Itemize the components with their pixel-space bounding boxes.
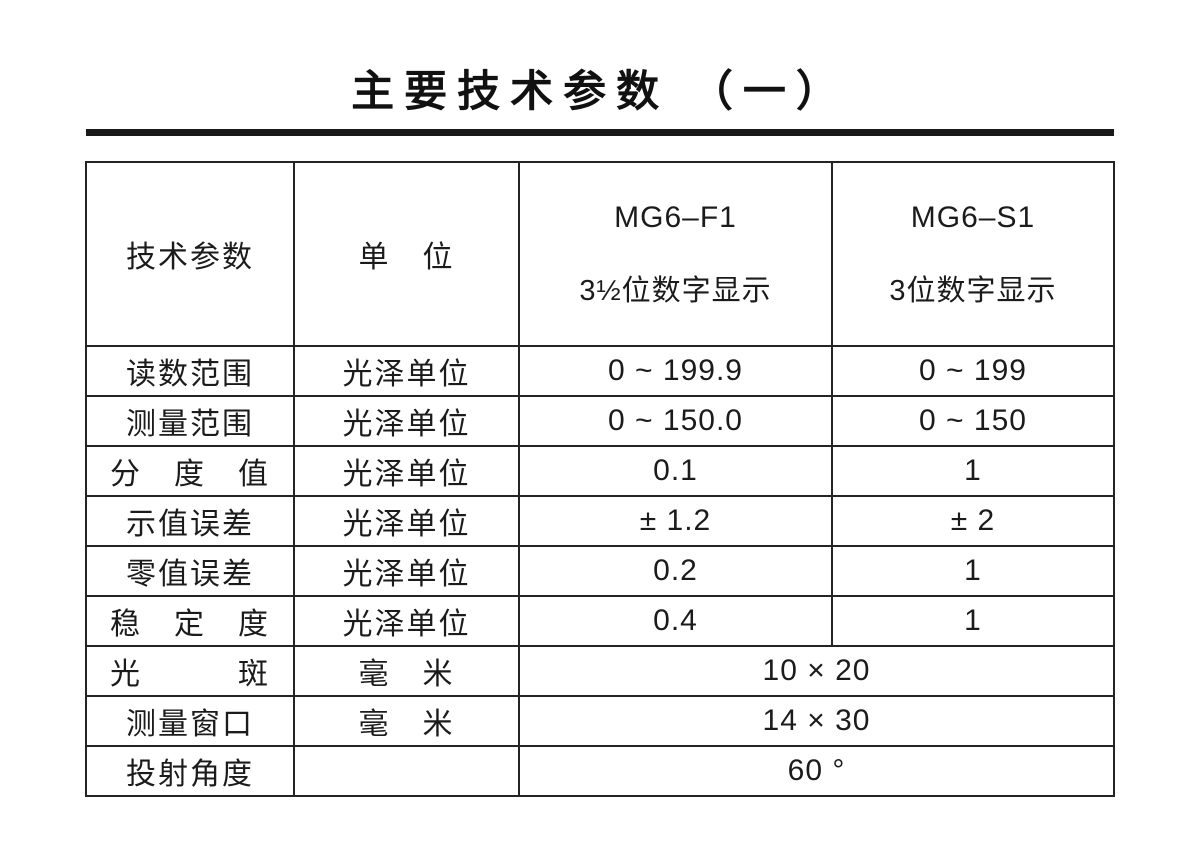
unit-cell [293, 745, 520, 797]
table-row: 读数范围 光泽单位 0 ~ 199.9 0 ~ 199 [85, 345, 1115, 397]
header-f1-display-type: 3½位数字显示 [579, 275, 772, 307]
table-header-row: 技术参数 单 位 MG6–F1 3½位数字显示 MG6–S1 3位数字显示 [85, 161, 1115, 347]
header-s1-model-name: MG6–S1 [910, 201, 1036, 234]
mg6-s1-value-cell: ± 2 [831, 495, 1115, 547]
table-row: 测量窗口毫 米 14 × 30 [85, 695, 1115, 747]
unit-cell: 光泽单位 [293, 445, 520, 497]
header-unit: 单 位 [293, 161, 520, 347]
param-name-cell: 测量范围 [85, 395, 295, 447]
header-model-f1: MG6–F1 3½位数字显示 [518, 161, 833, 347]
table-row: 投射角度 60 ° [85, 745, 1115, 797]
mg6-f1-value-cell: 0 ~ 150.0 [518, 395, 833, 447]
param-name-cell: 示值误差 [85, 495, 295, 547]
mg6-f1-value-cell: 0 ~ 199.9 [518, 345, 833, 397]
table-row: 示值误差 光泽单位 ± 1.2 ± 2 [85, 495, 1115, 547]
mg6-f1-value-cell: 0.2 [518, 545, 833, 597]
param-name-cell: 测量窗口 [85, 695, 295, 747]
table-row: 稳 定 度光泽单位 0.4 1 [85, 595, 1115, 647]
table-body: 读数范围 光泽单位 0 ~ 199.9 0 ~ 199 测量范围 光泽单位 0 ~ 150.… [85, 345, 1115, 797]
param-name-cell: 读数范围 [85, 345, 295, 397]
page-title: 主要技术参数 （一） [351, 69, 849, 116]
merged-value-cell: 60 ° [518, 745, 1115, 797]
table-row: 光 斑毫 米 10 × 20 [85, 645, 1115, 697]
header-param: 技术参数 [85, 161, 295, 347]
mg6-f1-value-cell: 0.1 [518, 445, 833, 497]
mg6-s1-value-cell: 1 [831, 545, 1115, 597]
mg6-f1-value-cell: 0.4 [518, 595, 833, 647]
mg6-s1-value-cell: 1 [831, 595, 1115, 647]
mg6-s1-value-cell: 0 ~ 150 [831, 395, 1115, 447]
mg6-s1-value-cell: 0 ~ 199 [831, 345, 1115, 397]
unit-cell: 光泽单位 [293, 345, 520, 397]
merged-value-cell: 10 × 20 [518, 645, 1115, 697]
spec-table: 技术参数 单 位 MG6–F1 3½位数字显示 MG6–S1 3位数字显示 读数… [85, 161, 1115, 797]
table-row: 分 度 值光泽单位 0.1 1 [85, 445, 1115, 497]
param-name-cell: 零值误差 [85, 545, 295, 597]
unit-cell: 毫 米 [293, 645, 520, 697]
header-model-s1: MG6–S1 3位数字显示 [831, 161, 1115, 347]
mg6-f1-value-cell: ± 1.2 [518, 495, 833, 547]
param-name-cell: 稳 定 度 [85, 595, 295, 647]
unit-cell: 光泽单位 [293, 395, 520, 447]
table-row: 测量范围 光泽单位 0 ~ 150.0 0 ~ 150 [85, 395, 1115, 447]
document-page: 主要技术参数 （一） 技术参数 单 位 MG6–F1 3½位数字显示 MG6–S… [0, 66, 1200, 845]
unit-cell: 光泽单位 [293, 495, 520, 547]
param-name-cell: 分 度 值 [85, 445, 295, 497]
table-row: 零值误差 光泽单位 0.2 1 [85, 545, 1115, 597]
param-name-cell: 投射角度 [85, 745, 295, 797]
header-f1-model-name: MG6–F1 [614, 201, 737, 234]
unit-cell: 光泽单位 [293, 545, 520, 597]
header-s1-display-type: 3位数字显示 [889, 275, 1057, 307]
unit-cell: 光泽单位 [293, 595, 520, 647]
mg6-s1-value-cell: 1 [831, 445, 1115, 497]
unit-cell: 毫 米 [293, 695, 520, 747]
param-name-cell: 光 斑 [85, 645, 295, 697]
merged-value-cell: 14 × 30 [518, 695, 1115, 747]
title-divider-rule [86, 129, 1114, 136]
